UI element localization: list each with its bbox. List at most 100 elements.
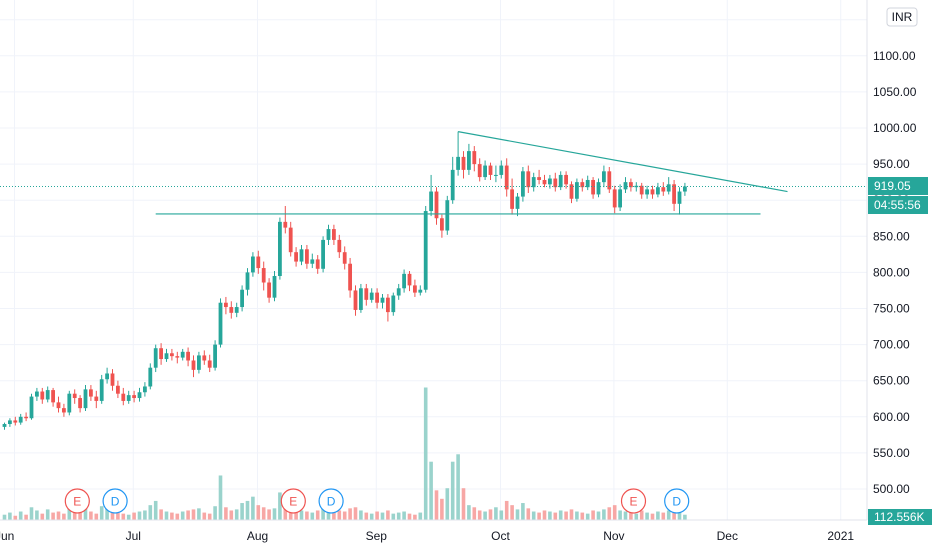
candle-body: [591, 179, 595, 195]
candle-body: [423, 211, 428, 290]
event-marker-letter: E: [289, 495, 297, 509]
candle-body: [375, 292, 379, 303]
candle-body: [661, 187, 666, 192]
currency-badge[interactable]: INR: [886, 7, 918, 27]
candle-body: [67, 393, 72, 413]
volume-bar: [548, 511, 552, 520]
volume-bar: [585, 513, 590, 520]
price-tick-label: 550.00: [873, 446, 910, 460]
candle-body: [234, 307, 239, 313]
candle-body: [650, 189, 655, 195]
candle-body: [407, 273, 412, 286]
trend-lines[interactable]: [155, 131, 788, 215]
volume-bar: [18, 511, 23, 520]
candle-body: [18, 416, 23, 423]
volume-bar: [483, 511, 487, 520]
candle-body: [672, 184, 676, 204]
candle-body: [612, 189, 617, 208]
candle-body: [380, 297, 385, 303]
volume-bar: [413, 514, 417, 520]
candle-body: [531, 177, 536, 188]
candle-body: [288, 227, 293, 253]
candle-body: [294, 252, 298, 262]
candle-body: [558, 174, 563, 188]
candle-body: [434, 191, 439, 219]
volume-bar: [153, 500, 158, 520]
volume-bar: [607, 507, 612, 520]
volume-box: [868, 509, 932, 525]
volume-bar: [175, 513, 180, 520]
candle-body: [402, 273, 406, 289]
volume-bar: [467, 505, 471, 520]
candle-body: [132, 395, 136, 399]
volume-bar: [218, 475, 223, 520]
volume-bar: [477, 510, 482, 520]
candle-body: [456, 156, 460, 170]
volume-bar: [143, 510, 147, 520]
volume-bar: [51, 512, 55, 520]
candle-body: [321, 239, 325, 269]
candle-body: [483, 165, 487, 178]
candle-body: [224, 302, 228, 308]
candle-body: [602, 171, 606, 183]
volume-bar: [472, 507, 477, 520]
volume-bar: [321, 507, 325, 520]
volume-bar: [337, 510, 342, 520]
volume-bar: [612, 505, 617, 520]
volume-bar: [78, 512, 82, 520]
candle-body: [585, 179, 590, 188]
volume-bar: [596, 511, 601, 520]
candle-body: [72, 393, 77, 399]
price-tick-label: 1100.00: [873, 49, 916, 63]
candle-body: [332, 229, 336, 240]
candle-body: [213, 344, 217, 368]
grid-lines: [0, 0, 867, 520]
candle-body: [121, 393, 126, 401]
candle-body: [2, 424, 7, 427]
volume-bar: [369, 513, 374, 520]
volume-bar: [391, 513, 396, 520]
event-marker-dividend: [318, 488, 344, 514]
candle-body: [461, 156, 466, 170]
candle-body: [83, 389, 88, 409]
candle-body: [683, 186, 687, 192]
volume-bar: [148, 505, 153, 520]
event-marker-letter: D: [327, 495, 336, 509]
candle-body: [40, 391, 45, 400]
candle-body: [261, 268, 266, 283]
event-marker-letter: E: [629, 495, 637, 509]
price-axis[interactable]: [867, 0, 932, 520]
volume-bar: [602, 509, 606, 520]
countdown-value: 04:55:56: [874, 198, 921, 212]
volume-bar: [132, 512, 136, 520]
candle-body: [623, 182, 628, 190]
volume-bar: [240, 503, 244, 520]
time-tick-label: Nov: [603, 529, 624, 543]
volume-bar: [618, 510, 622, 520]
volume-bar: [558, 510, 563, 520]
candle-body: [440, 218, 444, 231]
candlesticks: [2, 131, 687, 430]
volume-bar: [8, 512, 12, 520]
volume-bar: [213, 506, 217, 520]
time-tick-label: Jun: [0, 529, 14, 543]
candle-body: [348, 263, 352, 291]
volume-bar: [440, 498, 444, 520]
candle-body: [607, 171, 612, 190]
candle-body: [645, 189, 649, 195]
price-tick-label: 650.00: [873, 374, 910, 388]
volume-bar: [56, 511, 61, 520]
volume-bar: [105, 508, 109, 520]
price-tick-label: 500.00: [873, 482, 910, 496]
candle-body: [283, 221, 288, 228]
time-axis[interactable]: [0, 520, 932, 550]
volume-bar: [456, 454, 460, 520]
candle-body: [564, 174, 568, 185]
event-marker-earnings: [280, 488, 306, 514]
volume-bar: [683, 514, 687, 520]
candle-body: [515, 196, 520, 209]
volume-bar: [83, 503, 88, 520]
candle-body: [153, 348, 158, 368]
